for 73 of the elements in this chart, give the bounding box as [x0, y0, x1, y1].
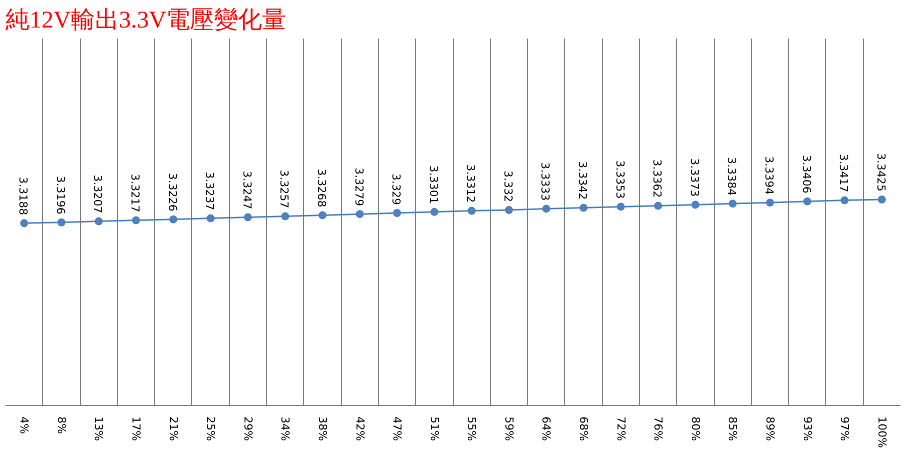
data-label: 3.3237 [203, 172, 216, 210]
data-label: 3.3226 [166, 172, 179, 212]
data-label: 3.3301 [426, 165, 440, 204]
point [206, 214, 215, 222]
x-tick-label: 89% [763, 416, 776, 441]
x-tick-label: 25% [204, 416, 218, 441]
x-tick-label: 64% [540, 416, 553, 441]
x-tick-label: 68% [577, 416, 590, 441]
data-label: 3.3425 [874, 153, 888, 192]
data-label: 3.3196 [54, 176, 67, 214]
point [803, 197, 812, 206]
data-label: 3.329 [390, 174, 403, 206]
point [840, 196, 849, 204]
point [468, 206, 476, 215]
x-tick-label: 93% [800, 416, 814, 441]
chart-title: 純12V輸出3.3V電壓變化量 [6, 8, 286, 34]
point [94, 217, 103, 226]
point [356, 210, 364, 218]
data-label: 3.3384 [725, 157, 738, 196]
data-label: 3.3394 [762, 156, 776, 195]
point [878, 196, 886, 204]
x-tick-label: 72% [614, 416, 628, 441]
data-label: 3.332 [501, 170, 514, 202]
x-tick-label: 29% [241, 416, 254, 441]
x-tick-label: 47% [390, 416, 404, 441]
data-label: 3.3268 [314, 168, 328, 208]
x-tick-label: 76% [652, 416, 665, 441]
point [654, 202, 662, 210]
data-label: 3.3247 [240, 170, 254, 210]
point [542, 204, 550, 213]
x-tick-label: 42% [353, 416, 366, 441]
point [132, 216, 140, 224]
point [766, 198, 774, 207]
point [393, 209, 402, 217]
data-label: 3.3188 [16, 176, 30, 216]
x-tick-label: 38% [316, 416, 329, 441]
x-tick-label: 17% [130, 416, 143, 441]
data-label: 3.3353 [613, 160, 626, 199]
x-tick-label: 80% [688, 416, 702, 441]
point [728, 200, 737, 208]
point [281, 212, 290, 220]
point [691, 200, 700, 209]
point [169, 215, 178, 224]
data-label: 3.3257 [278, 170, 291, 208]
data-label: 3.3333 [538, 162, 552, 201]
point [616, 202, 625, 211]
x-tick-label: 85% [726, 416, 740, 441]
data-label: 3.3406 [800, 154, 813, 194]
point [318, 211, 326, 220]
x-tick-label: 34% [278, 416, 292, 441]
point [20, 219, 28, 228]
data-label: 3.3312 [464, 164, 478, 203]
data-label: 3.3342 [576, 161, 590, 200]
data-label: 3.3279 [352, 168, 366, 206]
point [430, 208, 438, 216]
data-label: 3.3217 [128, 174, 142, 212]
x-tick-label: 51% [428, 416, 441, 441]
point [57, 218, 66, 226]
data-label: 3.3417 [837, 154, 850, 192]
x-tick-label: 59% [502, 416, 516, 441]
point [244, 213, 252, 222]
x-tick-label: 4% [18, 416, 31, 434]
data-label: 3.3373 [688, 158, 701, 197]
x-tick-label: 55% [465, 416, 478, 441]
x-tick-label: 13% [92, 416, 106, 441]
point [580, 204, 588, 212]
data-label: 3.3207 [91, 174, 104, 214]
x-tick-label: 100% [875, 416, 888, 448]
x-tick-label: 8% [54, 416, 68, 434]
x-tick-label: 21% [166, 416, 180, 441]
point [504, 206, 513, 214]
data-label: 3.3362 [650, 159, 664, 198]
x-tick-label: 97% [838, 416, 852, 441]
